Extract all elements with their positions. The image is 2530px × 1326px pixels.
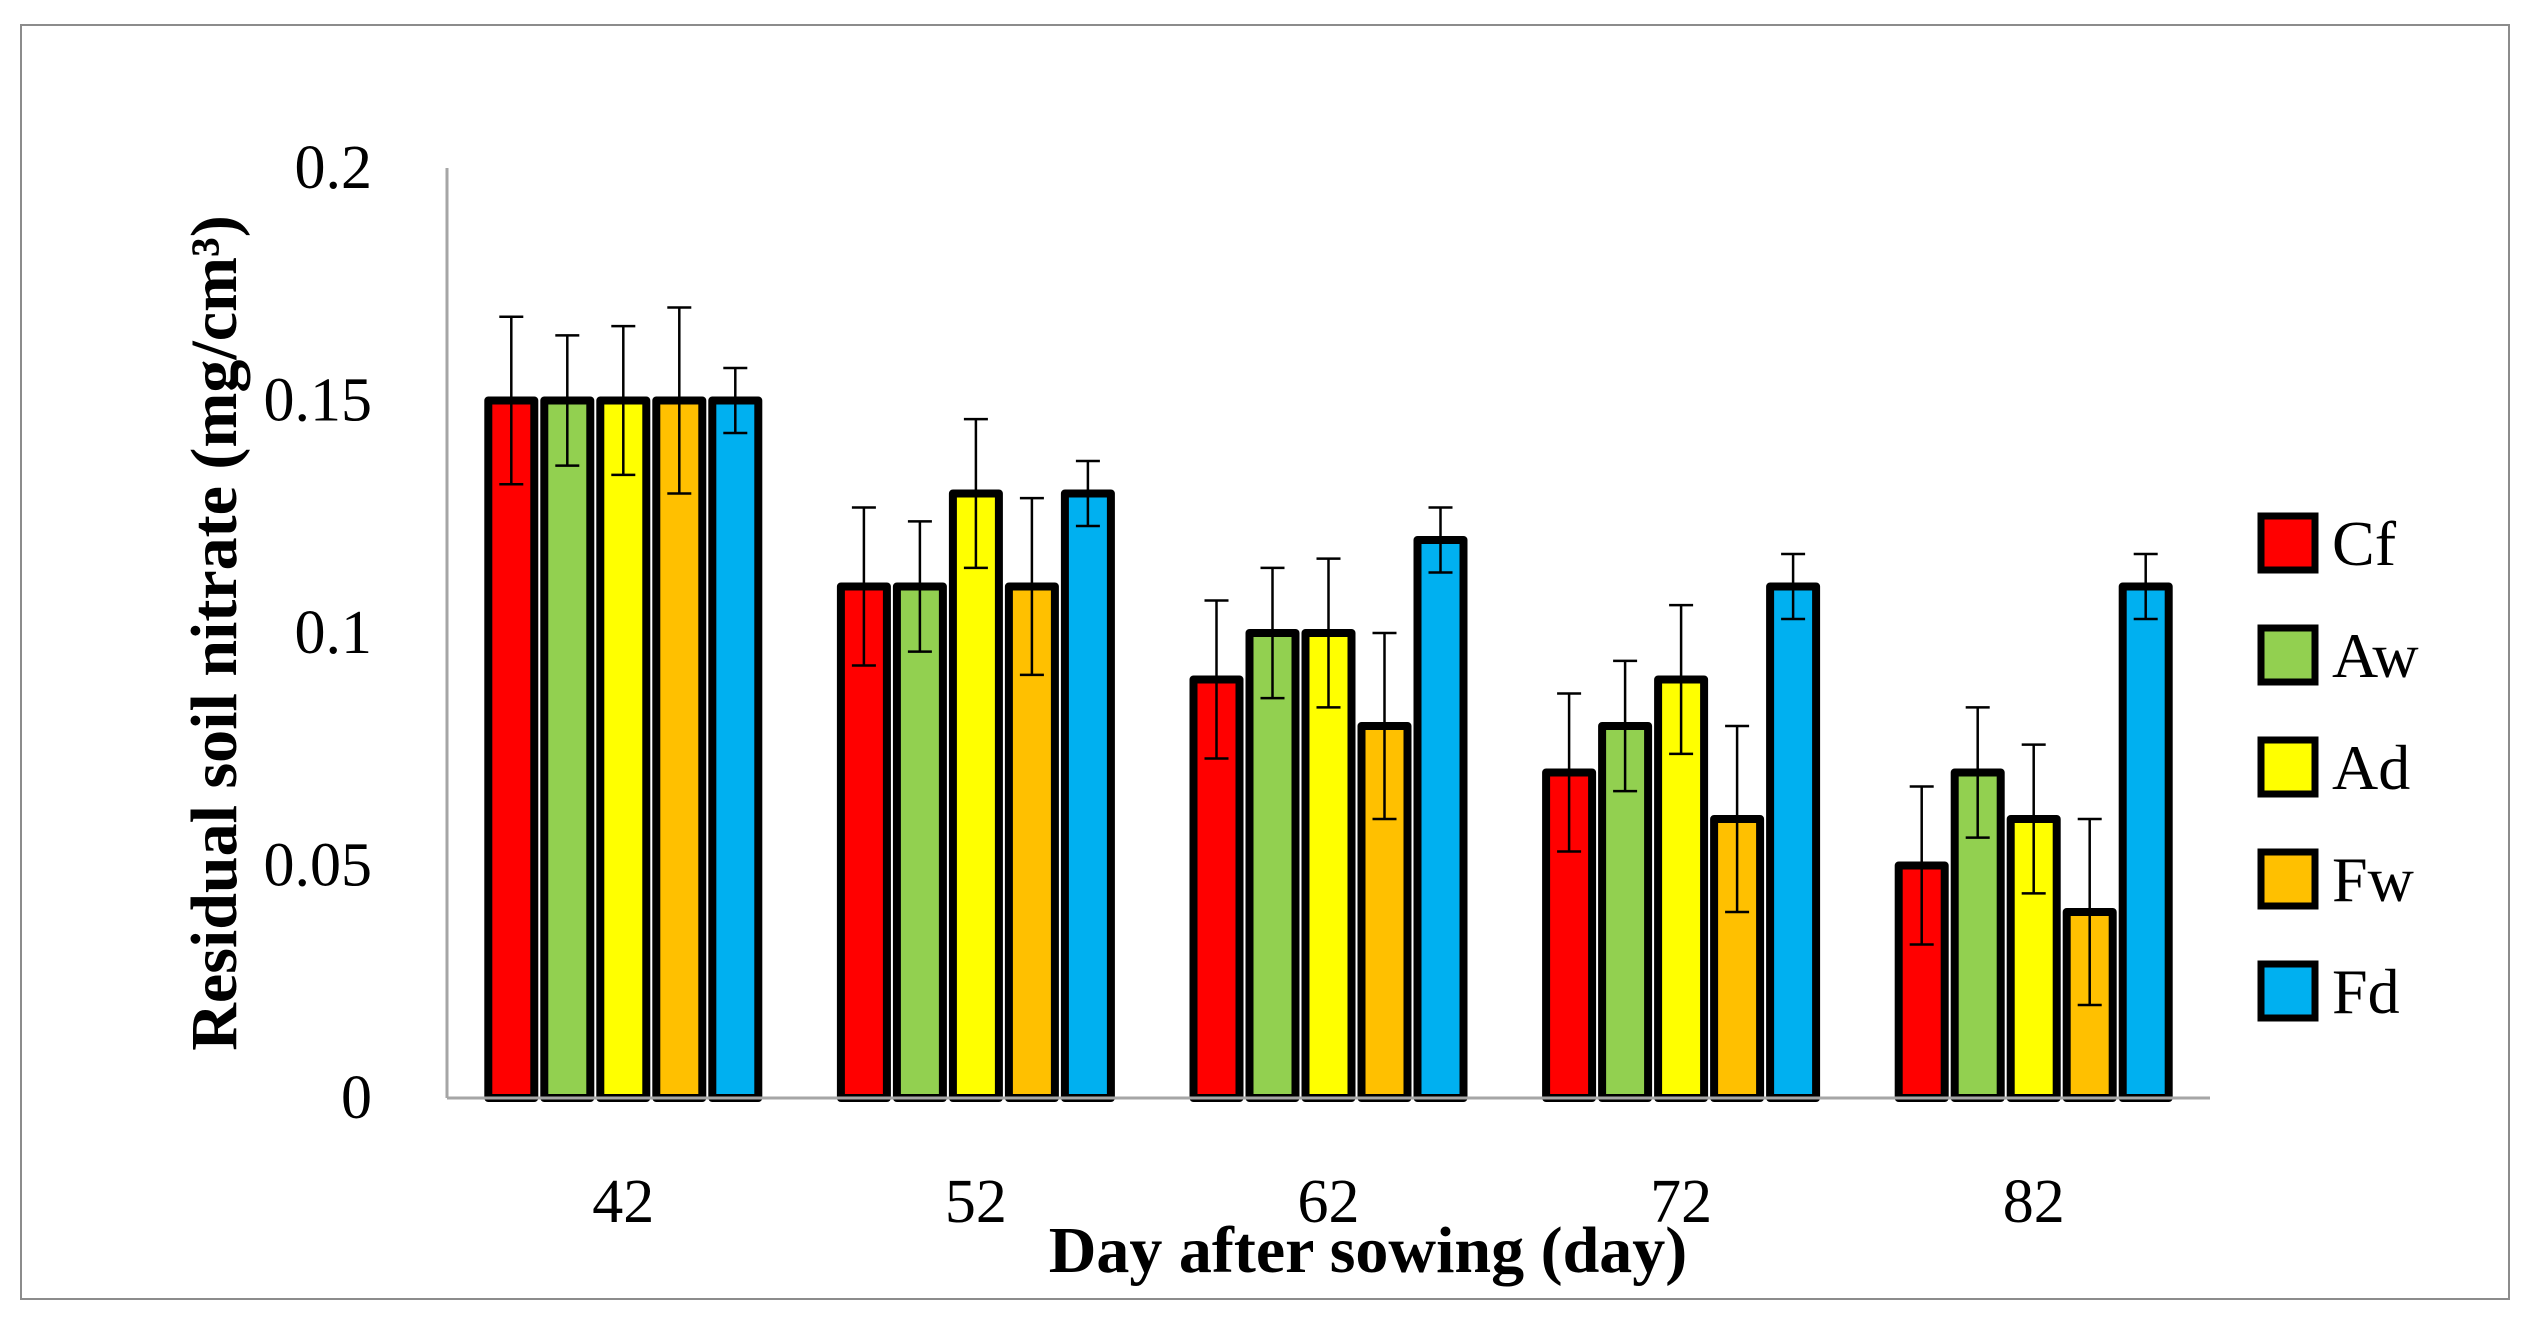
bar-fd-82 (2118, 582, 2173, 1102)
bar-aw-42 (540, 396, 595, 1102)
bar-aw-62 (1245, 629, 1300, 1102)
legend-label-cf: Cf (2332, 508, 2397, 579)
legend-swatch-ad (2257, 736, 2319, 798)
legend-swatch-aw (2257, 624, 2319, 686)
y-axis-title: Residual soil nitrate (mg/cm³) (178, 215, 251, 1051)
y-tick-label: 0.1 (295, 599, 373, 667)
x-tick-label: 52 (945, 1168, 1007, 1236)
legend-label-fd: Fd (2332, 956, 2400, 1027)
x-tick-label: 62 (1298, 1168, 1360, 1236)
y-tick-label: 0.15 (264, 367, 373, 435)
bar-fd-52 (1060, 489, 1115, 1102)
bar-fd-62 (1413, 536, 1468, 1102)
legend-label-ad: Ad (2332, 732, 2410, 803)
legend-swatch-fd (2257, 960, 2319, 1022)
legend-label-fw: Fw (2332, 844, 2414, 915)
legend-swatch-cf (2257, 512, 2319, 574)
y-tick-label: 0 (341, 1064, 372, 1132)
y-axis-ticks: 0 0.05 0.1 0.15 0.2 (264, 134, 373, 1132)
legend-label-aw: Aw (2332, 620, 2419, 691)
bar-fd-72 (1766, 582, 1821, 1102)
bar-ad-42 (596, 396, 651, 1102)
bar-cf-42 (484, 396, 539, 1102)
x-tick-label: 82 (2003, 1168, 2065, 1236)
legend: Cf Aw Ad Fw Fd (2257, 508, 2419, 1027)
x-tick-label: 72 (1650, 1168, 1712, 1236)
y-tick-label: 0.05 (264, 832, 373, 900)
legend-swatch-fw (2257, 848, 2319, 910)
bar-fd-42 (708, 396, 763, 1102)
x-tick-label: 42 (592, 1168, 654, 1236)
error-bars (499, 306, 2158, 1007)
bar-aw-52 (892, 582, 947, 1102)
y-tick-label: 0.2 (295, 134, 373, 202)
bar-cf-62 (1189, 675, 1244, 1102)
bar-ad-52 (948, 489, 1003, 1102)
bar-fw-42 (652, 396, 707, 1102)
x-axis-ticks: 42 52 62 72 82 (592, 1168, 2064, 1236)
x-axis-title: Day after sowing (day) (1049, 1214, 1688, 1287)
bars (484, 396, 2173, 1102)
